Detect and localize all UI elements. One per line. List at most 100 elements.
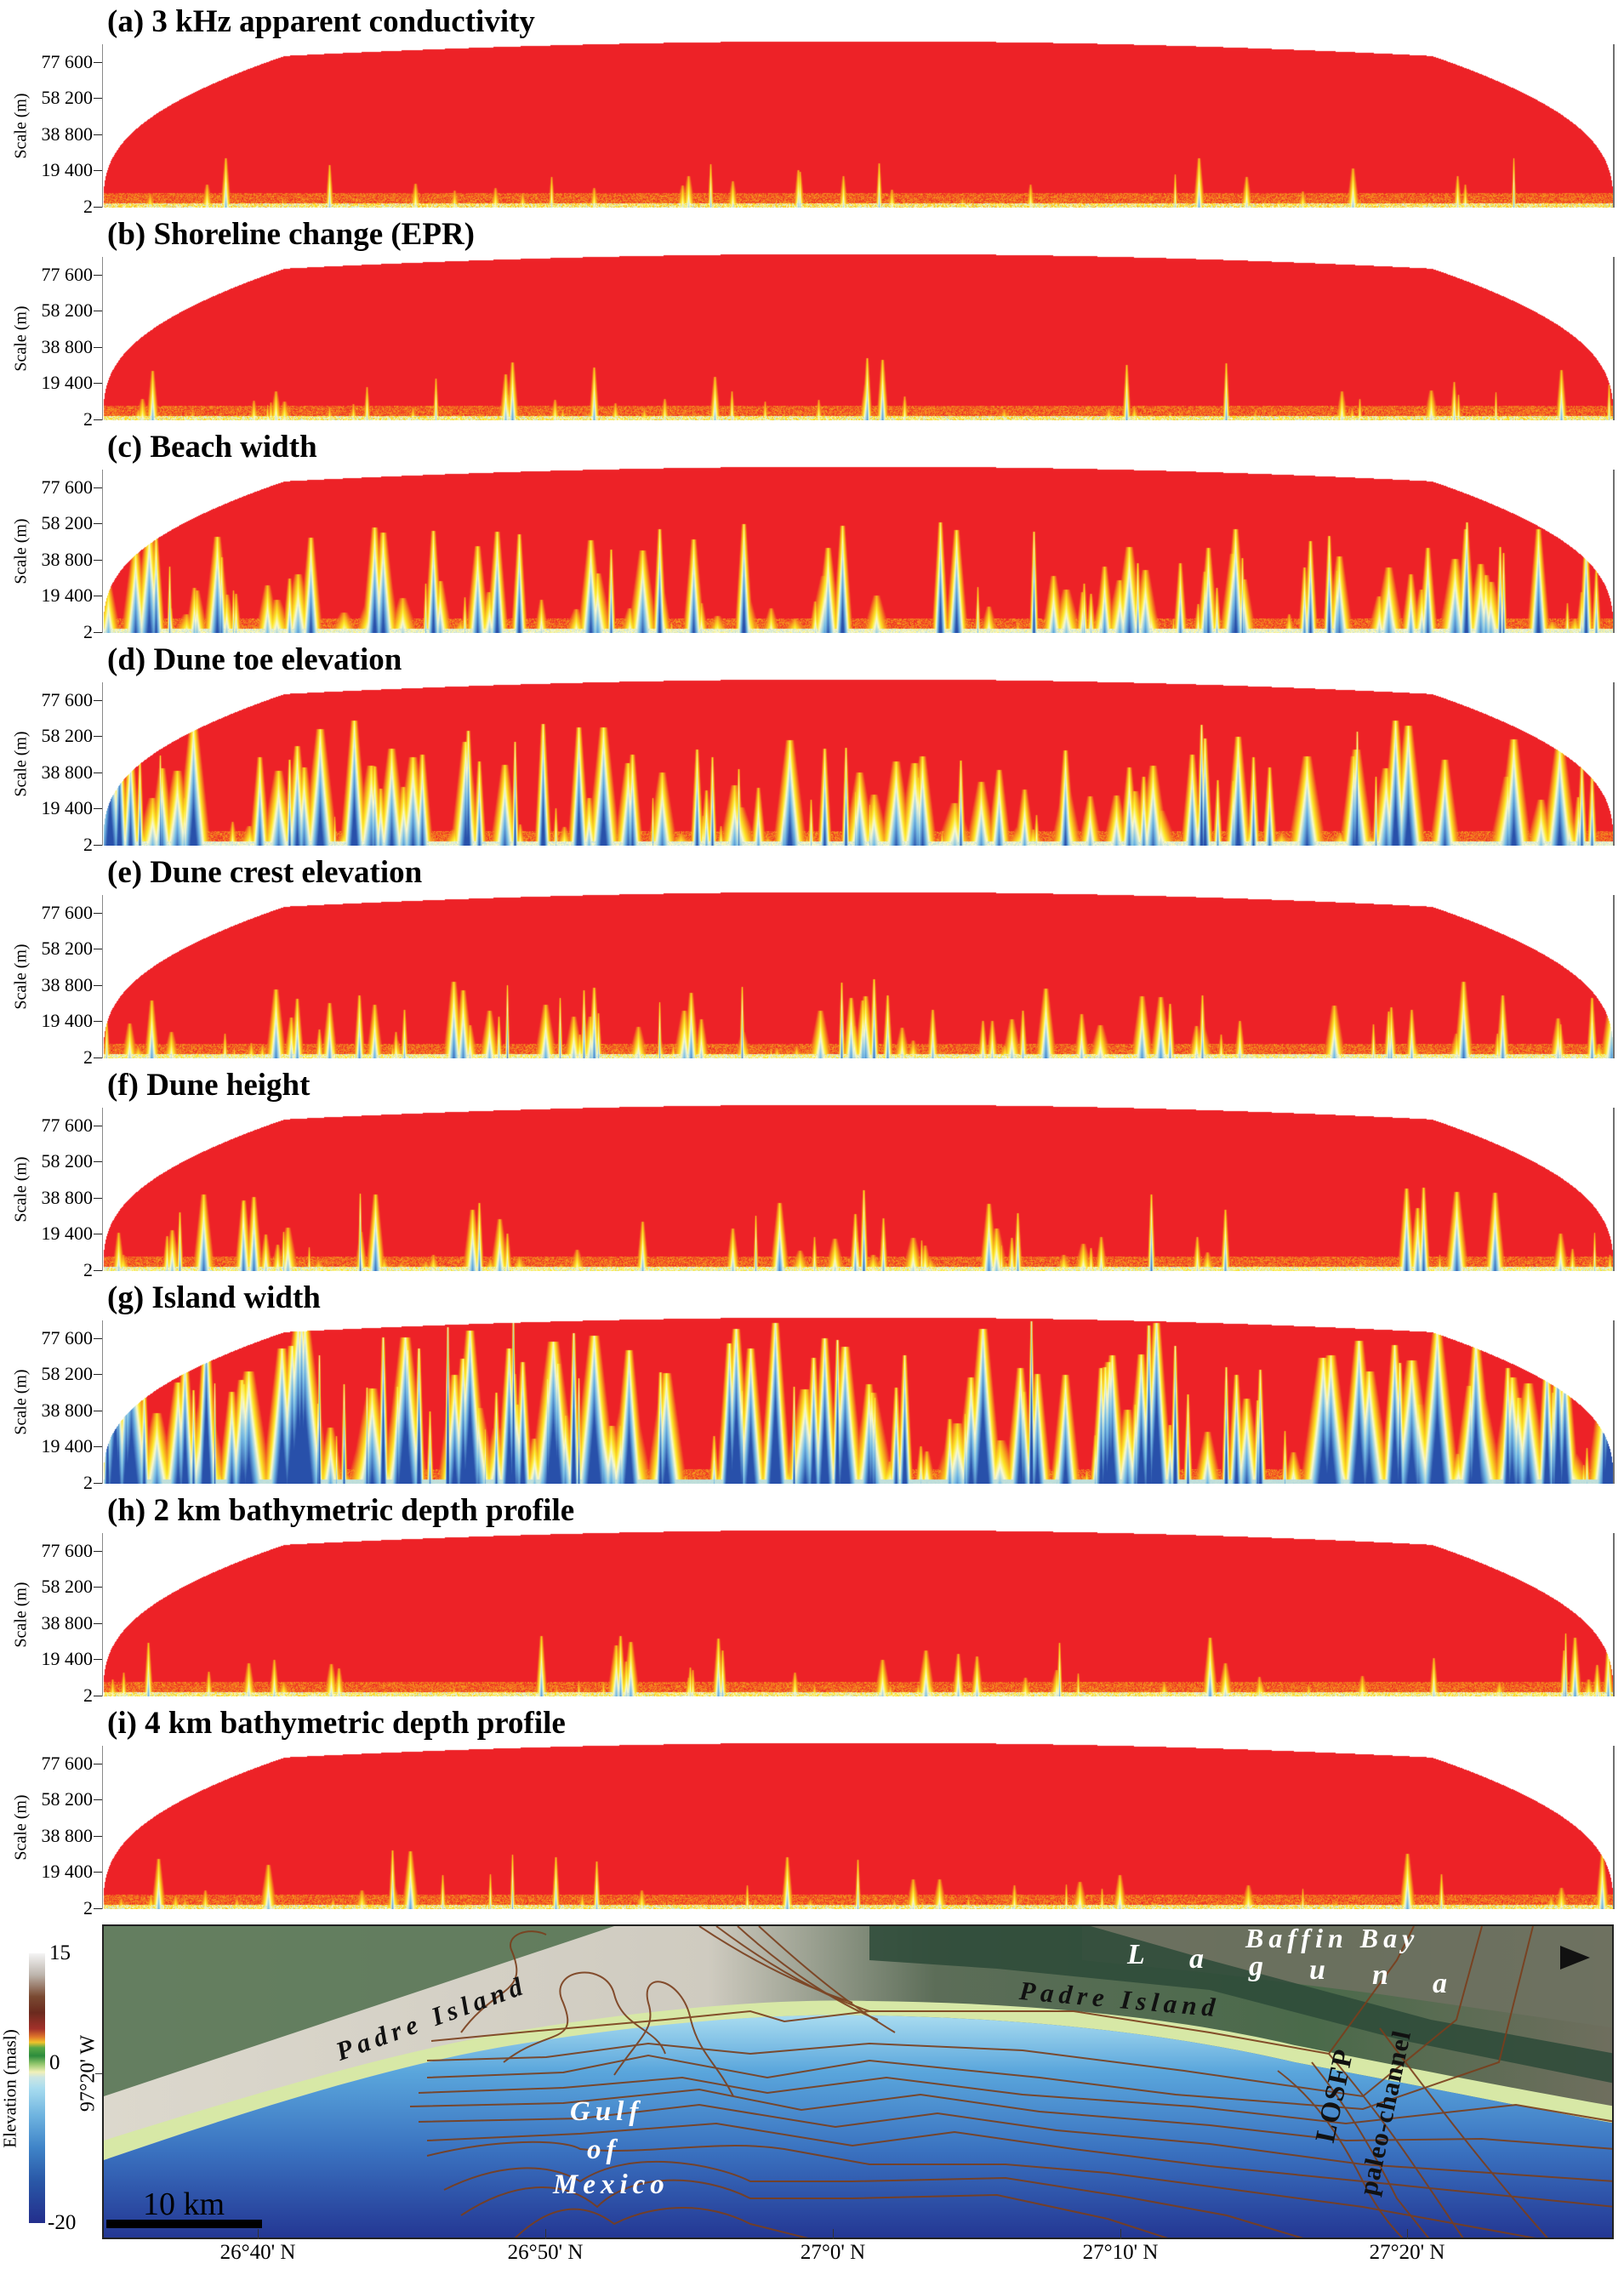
scalogram-panel-c: (c) Beach width Scale (m) 77 600 58 200 … xyxy=(0,425,1624,641)
laguna-letter: u xyxy=(1309,1954,1331,1986)
x-tick xyxy=(833,2229,834,2239)
y-tick-label: 2 xyxy=(83,1046,93,1068)
y-tick-label: 58 200 xyxy=(41,1788,94,1810)
y-tick-label: 38 800 xyxy=(41,1400,94,1421)
y-tick-label: 77 600 xyxy=(41,1540,94,1561)
y-tick-label: 58 200 xyxy=(41,87,94,108)
right-axis-line xyxy=(1613,257,1615,420)
y-tick xyxy=(94,1021,102,1022)
y-tick-label: 19 400 xyxy=(41,1010,94,1031)
y-axis-label-text: Scale (m) xyxy=(11,1156,31,1223)
right-axis-line xyxy=(1613,470,1615,633)
y-tick xyxy=(94,1338,102,1339)
right-axis-line xyxy=(1613,682,1615,846)
y-axis-line xyxy=(102,1533,103,1696)
right-axis-line xyxy=(1613,1320,1615,1484)
laguna-letter: L xyxy=(1127,1939,1150,1970)
y-axis-line xyxy=(102,895,103,1058)
y-tick xyxy=(94,1551,102,1552)
x-tick-label: 26°50' N xyxy=(507,2241,584,2264)
y-tick-label: 38 800 xyxy=(41,1825,94,1846)
x-tick xyxy=(1407,2229,1408,2239)
right-axis-line xyxy=(1613,1108,1615,1271)
y-axis-label-text: Scale (m) xyxy=(11,518,31,584)
y-tick-label: 58 200 xyxy=(41,299,94,321)
y-tick-label: 19 400 xyxy=(41,159,94,180)
y-axis-label-text: Scale (m) xyxy=(11,731,31,797)
y-tick xyxy=(94,207,102,208)
y-tick-label: 58 200 xyxy=(41,938,94,959)
panel-title: (h) 2 km bathymetric depth profile xyxy=(107,1493,575,1528)
y-tick xyxy=(94,1270,102,1271)
y-tick xyxy=(94,632,102,633)
y-tick-label: 58 200 xyxy=(41,1576,94,1597)
y-axis-label-text: Scale (m) xyxy=(11,1369,31,1435)
colorbar-min-label: -20 xyxy=(48,2211,77,2234)
laguna-letter: a xyxy=(1189,1943,1209,1975)
scalogram-panel-b: (b) Shoreline change (EPR) Scale (m) 77 … xyxy=(0,213,1624,429)
scalogram-panel-i: (i) 4 km bathymetric depth profile Scale… xyxy=(0,1702,1624,1918)
of-label: of xyxy=(587,2135,621,2165)
scalogram-panel-f: (f) Dune height Scale (m) 77 600 58 200 … xyxy=(0,1063,1624,1280)
scalogram-heatmap xyxy=(103,1739,1613,1909)
gulf-water xyxy=(104,2015,1612,2238)
y-tick xyxy=(94,134,102,135)
y-tick xyxy=(94,736,102,737)
y-axis-line xyxy=(102,682,103,846)
y-tick-label: 58 200 xyxy=(41,1150,94,1172)
y-tick xyxy=(94,1872,102,1873)
x-tick xyxy=(258,2229,259,2239)
y-tick xyxy=(94,845,102,846)
y-tick xyxy=(94,560,102,561)
longitude-tick xyxy=(95,2073,102,2074)
scale-bar xyxy=(106,2220,262,2228)
x-tick xyxy=(545,2229,546,2239)
x-tick-label: 27°20' N xyxy=(1369,2241,1445,2264)
y-tick-label: 2 xyxy=(83,834,93,855)
elevation-colorbar xyxy=(29,1953,45,2223)
y-tick xyxy=(94,275,102,276)
gulf-label: Gulf xyxy=(570,2096,644,2127)
y-axis-line xyxy=(102,44,103,208)
scalogram-heatmap xyxy=(103,463,1613,633)
x-tick-label: 27°10' N xyxy=(1082,2241,1159,2264)
north-arrow-icon xyxy=(1560,1946,1590,1970)
y-tick xyxy=(94,1374,102,1375)
scale-bar-label: 10 km xyxy=(142,2186,225,2222)
y-tick-label: 38 800 xyxy=(41,974,94,995)
panel-title: (b) Shoreline change (EPR) xyxy=(107,217,476,252)
scalogram-heatmap xyxy=(103,676,1613,846)
y-tick xyxy=(94,487,102,488)
y-axis-line xyxy=(102,470,103,633)
y-tick-label: 19 400 xyxy=(41,372,94,393)
y-tick-label: 19 400 xyxy=(41,1648,94,1669)
y-tick xyxy=(94,1587,102,1588)
y-tick-label: 77 600 xyxy=(41,1753,94,1774)
y-tick-label: 2 xyxy=(83,1897,93,1918)
laguna-letter: a xyxy=(1433,1968,1452,1999)
y-tick xyxy=(94,1198,102,1199)
right-axis-line xyxy=(1613,44,1615,208)
y-tick-label: 19 400 xyxy=(41,584,94,606)
scalogram-heatmap xyxy=(103,1101,1613,1271)
y-tick xyxy=(94,913,102,914)
bathymetry-contours xyxy=(409,1926,1612,2238)
y-tick xyxy=(94,62,102,63)
y-tick xyxy=(94,347,102,348)
scalogram-panel-e: (e) Dune crest elevation Scale (m) 77 60… xyxy=(0,851,1624,1067)
y-tick xyxy=(94,1161,102,1162)
y-tick xyxy=(94,1483,102,1484)
y-tick xyxy=(94,808,102,809)
x-tick-label: 26°40' N xyxy=(219,2241,296,2264)
y-tick xyxy=(94,985,102,986)
y-axis-label-text: Scale (m) xyxy=(11,1794,31,1861)
laguna-letter: g xyxy=(1249,1951,1268,1982)
y-tick-label: 77 600 xyxy=(41,51,94,72)
y-tick xyxy=(94,170,102,171)
y-axis-line xyxy=(102,1746,103,1909)
y-tick xyxy=(94,523,102,524)
y-axis-label-text: Scale (m) xyxy=(11,1582,31,1648)
y-tick-label: 38 800 xyxy=(41,336,94,357)
scalogram-heatmap xyxy=(103,37,1613,208)
scalogram-heatmap xyxy=(103,1526,1613,1696)
